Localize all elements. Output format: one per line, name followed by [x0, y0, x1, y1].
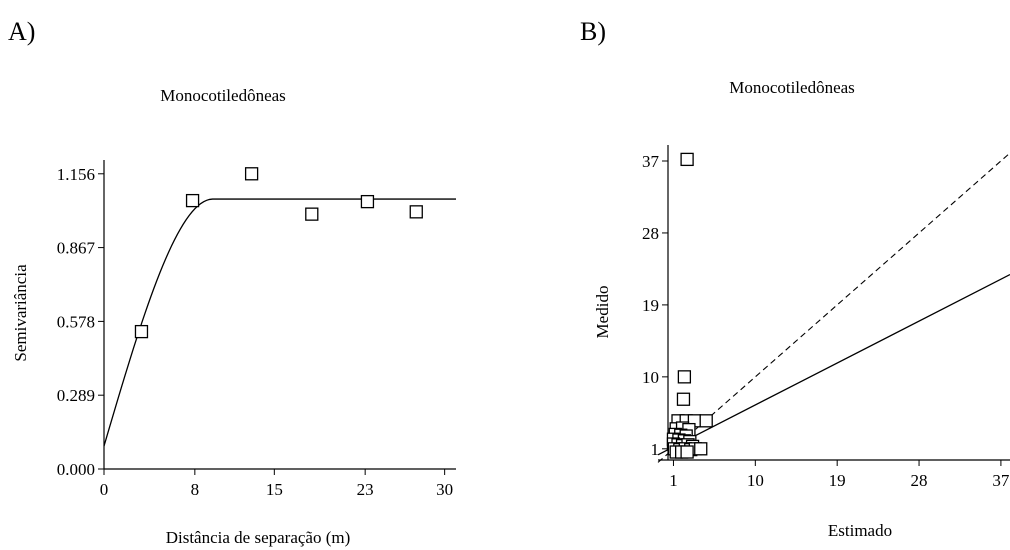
panel-a-data-point	[409, 205, 423, 219]
panel-b-y-tick-label: 1	[651, 440, 660, 459]
panel-a-x-tick-label: 0	[100, 480, 109, 499]
panel-a-y-tick-label: 0.578	[57, 312, 95, 331]
panel-b-y-tick-label: 37	[642, 152, 660, 171]
panel-b-x-tick-label: 10	[747, 471, 764, 490]
panel-a-y-tick-label: 0.289	[57, 386, 95, 405]
panel-a-y-tick-label: 0.000	[57, 460, 95, 479]
panel-b-x-tick-label: 1	[669, 471, 678, 490]
panel-a-title: Monocotiledôneas	[160, 86, 286, 105]
panel-b-data-point	[680, 445, 694, 459]
panel-b-y-tick-label: 19	[642, 296, 659, 315]
panel-a-y-tick-label: 1.156	[57, 165, 95, 184]
panel-b-title: Monocotiledôneas	[729, 78, 855, 97]
panel-b-label: B)	[580, 17, 606, 46]
panel-b-ylabel: Medido	[593, 286, 612, 339]
panel-a-x-tick-label: 23	[357, 480, 374, 499]
panel-a-data-point	[360, 194, 375, 209]
panel-a-data-point	[185, 193, 200, 208]
panel-b-data-point	[699, 414, 713, 428]
panel-b-identity-line	[657, 152, 1010, 463]
panel-b-x-tick-label: 28	[911, 471, 928, 490]
panel-b-regression-line	[657, 273, 1010, 456]
panel-b-data-point	[694, 442, 708, 456]
panel-a-x-tick-label: 30	[436, 480, 453, 499]
panel-a-model-curve	[103, 198, 456, 447]
panel-a-data-point	[244, 167, 259, 181]
panel-b-y-tick-label: 10	[642, 368, 659, 387]
panel-b-plot: 1 10 19 28 37 1 10 19 28 37	[642, 145, 1010, 490]
panel-b-y-tick-label: 28	[642, 224, 659, 243]
panel-b-data-point	[677, 370, 692, 384]
panel-a-x-tick-label: 15	[266, 480, 283, 499]
panel-a-ylabel: Semivariância	[11, 264, 30, 362]
panel-b-data-point	[680, 152, 694, 167]
panel-a-data-point	[305, 207, 319, 221]
panel-a-y-tick-label: 0.867	[57, 239, 96, 258]
panel-a-xlabel: Distância de separação (m)	[166, 528, 351, 547]
panel-a-label: A)	[8, 17, 35, 46]
panel-a-plot: 0 8 15 23 30 0.000 0.289 0.578 0.867 1.156	[57, 160, 456, 499]
panel-b-x-tick-label: 19	[829, 471, 846, 490]
panel-b-data-point	[676, 392, 691, 406]
panel-a-data-point	[134, 324, 149, 339]
panel-a-x-tick-label: 8	[191, 480, 200, 499]
panel-b-x-tick-label: 37	[992, 471, 1010, 490]
panel-b-xlabel: Estimado	[828, 521, 892, 540]
